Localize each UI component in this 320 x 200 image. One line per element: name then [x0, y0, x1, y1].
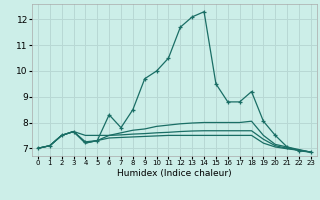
X-axis label: Humidex (Indice chaleur): Humidex (Indice chaleur)	[117, 169, 232, 178]
